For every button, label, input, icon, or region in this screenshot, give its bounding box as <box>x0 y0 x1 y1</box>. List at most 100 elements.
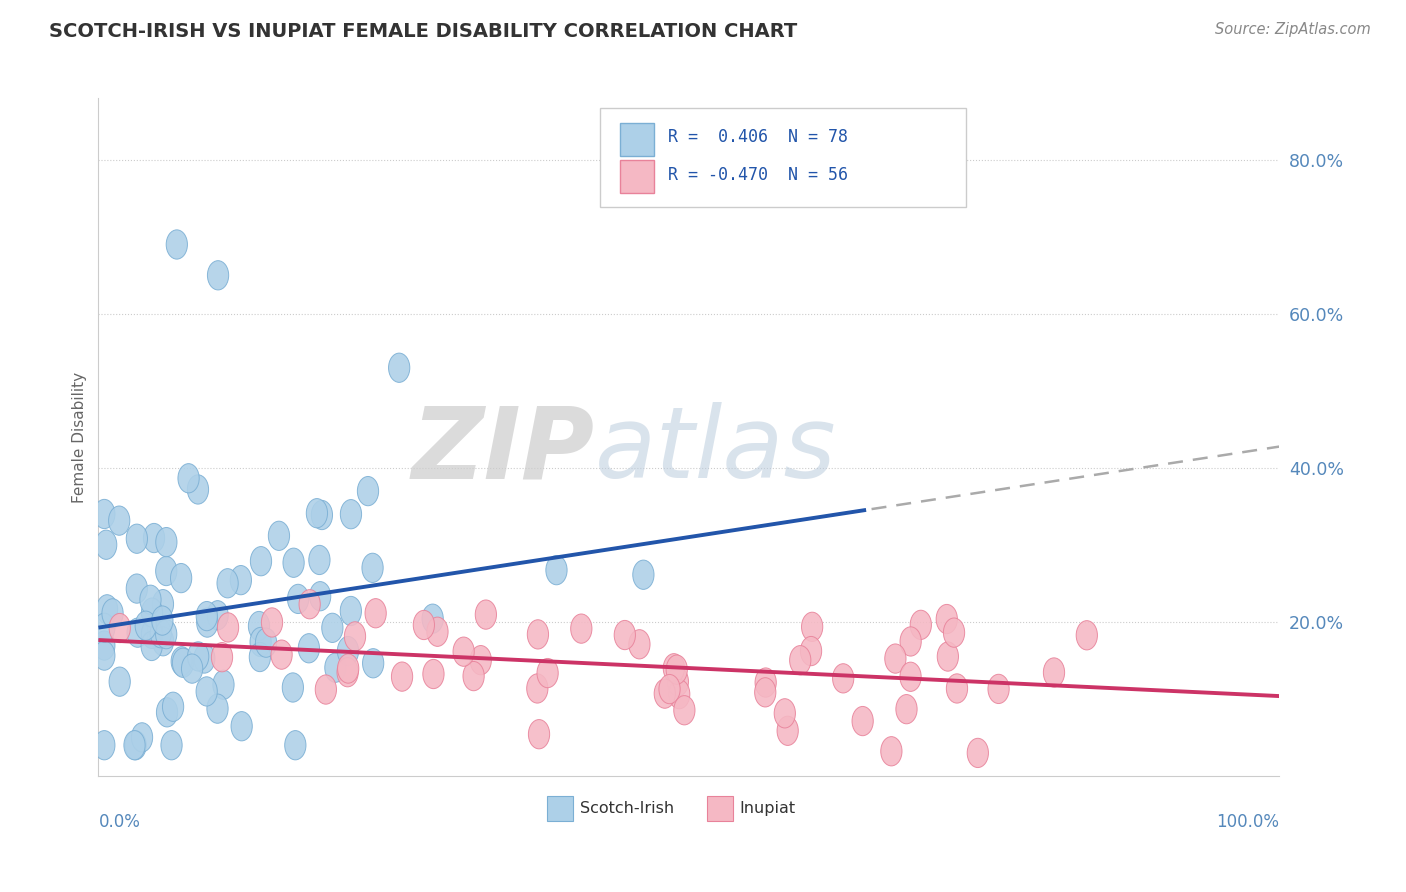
Ellipse shape <box>250 547 271 576</box>
Ellipse shape <box>156 620 177 648</box>
Ellipse shape <box>262 607 283 637</box>
Ellipse shape <box>187 641 209 671</box>
Ellipse shape <box>475 600 496 629</box>
Ellipse shape <box>527 673 548 703</box>
Ellipse shape <box>453 637 474 666</box>
Ellipse shape <box>666 655 688 684</box>
Ellipse shape <box>309 545 330 574</box>
Ellipse shape <box>156 527 177 557</box>
Ellipse shape <box>166 230 187 259</box>
Ellipse shape <box>249 642 270 672</box>
Ellipse shape <box>463 662 484 690</box>
Ellipse shape <box>527 620 548 649</box>
FancyBboxPatch shape <box>547 796 574 822</box>
Ellipse shape <box>269 521 290 550</box>
Ellipse shape <box>943 618 965 648</box>
Ellipse shape <box>422 604 443 633</box>
Ellipse shape <box>340 500 361 529</box>
Ellipse shape <box>361 553 384 582</box>
Ellipse shape <box>896 695 917 723</box>
Text: R =  0.406  N = 78: R = 0.406 N = 78 <box>668 128 848 146</box>
FancyBboxPatch shape <box>620 161 654 193</box>
Ellipse shape <box>250 627 271 657</box>
Ellipse shape <box>172 647 193 676</box>
Text: Inupiat: Inupiat <box>740 801 796 816</box>
Ellipse shape <box>337 654 359 683</box>
Ellipse shape <box>139 585 162 615</box>
Ellipse shape <box>152 590 173 619</box>
Ellipse shape <box>127 574 148 603</box>
Ellipse shape <box>287 584 309 614</box>
Ellipse shape <box>311 500 333 530</box>
Ellipse shape <box>163 692 184 722</box>
Ellipse shape <box>470 646 491 675</box>
Ellipse shape <box>150 618 172 648</box>
Ellipse shape <box>1076 621 1098 650</box>
Ellipse shape <box>284 731 307 760</box>
Ellipse shape <box>801 612 823 641</box>
Ellipse shape <box>307 499 328 528</box>
Text: R = -0.470  N = 56: R = -0.470 N = 56 <box>668 166 848 184</box>
Y-axis label: Female Disability: Female Disability <box>72 371 87 503</box>
Ellipse shape <box>900 662 921 691</box>
Ellipse shape <box>94 631 115 660</box>
Ellipse shape <box>880 737 903 766</box>
Ellipse shape <box>110 667 131 697</box>
Ellipse shape <box>391 662 413 691</box>
Ellipse shape <box>194 644 215 673</box>
Ellipse shape <box>938 642 959 671</box>
Ellipse shape <box>571 614 592 643</box>
Ellipse shape <box>152 626 174 656</box>
Ellipse shape <box>884 644 905 673</box>
Ellipse shape <box>357 476 378 506</box>
Text: SCOTCH-IRISH VS INUPIAT FEMALE DISABILITY CORRELATION CHART: SCOTCH-IRISH VS INUPIAT FEMALE DISABILIT… <box>49 22 797 41</box>
Ellipse shape <box>101 599 124 628</box>
Ellipse shape <box>363 648 384 678</box>
Ellipse shape <box>187 475 208 504</box>
Ellipse shape <box>94 613 115 642</box>
Ellipse shape <box>664 654 685 683</box>
Ellipse shape <box>208 260 229 290</box>
Ellipse shape <box>249 611 270 640</box>
Ellipse shape <box>298 633 319 663</box>
FancyBboxPatch shape <box>620 123 654 156</box>
Ellipse shape <box>110 614 131 642</box>
Ellipse shape <box>668 667 689 697</box>
Ellipse shape <box>156 698 177 727</box>
Ellipse shape <box>94 731 115 760</box>
Ellipse shape <box>988 674 1010 704</box>
Ellipse shape <box>936 605 957 633</box>
Ellipse shape <box>427 617 449 647</box>
Ellipse shape <box>413 610 434 640</box>
Ellipse shape <box>271 640 292 669</box>
Ellipse shape <box>344 622 366 651</box>
Ellipse shape <box>141 632 162 661</box>
Ellipse shape <box>775 698 796 728</box>
Ellipse shape <box>97 595 118 624</box>
Ellipse shape <box>207 600 228 630</box>
Ellipse shape <box>659 674 681 704</box>
Ellipse shape <box>283 548 304 577</box>
Ellipse shape <box>231 712 252 741</box>
Ellipse shape <box>340 597 361 625</box>
Ellipse shape <box>1043 658 1064 687</box>
Ellipse shape <box>755 678 776 707</box>
Ellipse shape <box>211 642 232 672</box>
Ellipse shape <box>256 628 277 657</box>
Ellipse shape <box>546 556 567 585</box>
Ellipse shape <box>181 654 202 683</box>
Ellipse shape <box>614 621 636 649</box>
Ellipse shape <box>366 599 387 628</box>
Ellipse shape <box>778 716 799 746</box>
Ellipse shape <box>537 658 558 688</box>
Ellipse shape <box>207 694 228 723</box>
Ellipse shape <box>900 627 921 657</box>
Ellipse shape <box>628 630 650 659</box>
Ellipse shape <box>170 564 191 593</box>
Ellipse shape <box>673 696 695 725</box>
Ellipse shape <box>160 731 183 760</box>
Ellipse shape <box>135 611 156 640</box>
FancyBboxPatch shape <box>600 108 966 207</box>
FancyBboxPatch shape <box>707 796 733 822</box>
Ellipse shape <box>529 720 550 749</box>
